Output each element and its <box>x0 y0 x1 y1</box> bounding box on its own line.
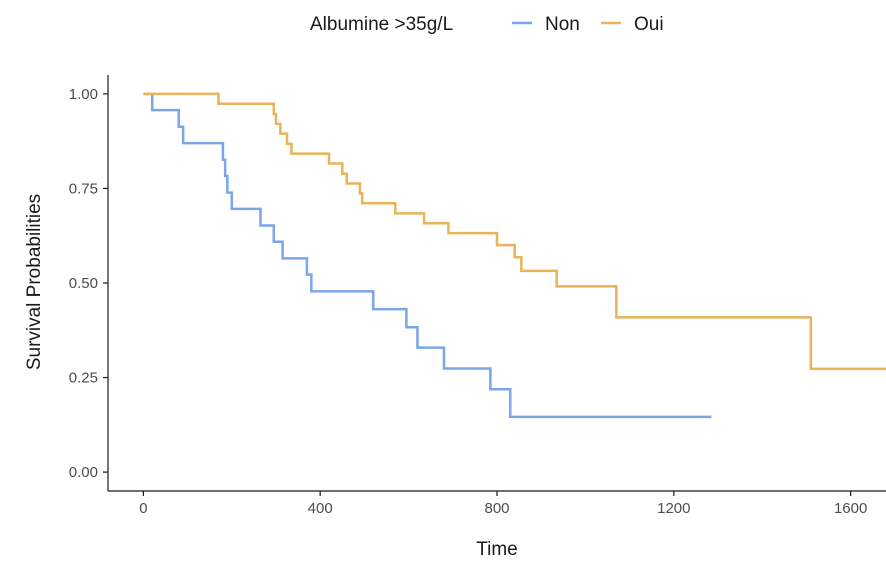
y-axis-title: Survival Probabilities <box>24 194 45 370</box>
y-tick-label: 0.75 <box>69 180 98 197</box>
survival-curves <box>143 92 886 419</box>
x-tick-label: 1600 <box>834 500 867 517</box>
y-axis-ticks: 0.00 0.25 0.50 0.75 1.00 <box>69 86 108 481</box>
x-tick-label: 800 <box>484 500 509 517</box>
legend-label-oui: Oui <box>634 14 664 35</box>
x-axis-title: Time <box>476 539 518 560</box>
legend: Albumine >35g/L Non Oui <box>310 14 664 35</box>
x-tick-label: 1200 <box>657 500 690 517</box>
y-tick-label: 0.00 <box>69 464 98 481</box>
survival-curve-non <box>143 92 712 419</box>
legend-label-non: Non <box>545 14 580 35</box>
x-tick-label: 400 <box>308 500 333 517</box>
y-tick-label: 1.00 <box>69 86 98 103</box>
x-tick-label: 0 <box>139 500 147 517</box>
y-tick-label: 0.50 <box>69 275 98 292</box>
legend-title: Albumine >35g/L <box>310 14 453 35</box>
survival-curve-oui <box>143 92 886 371</box>
x-axis-ticks: 0 400 800 1200 1600 <box>139 491 867 517</box>
y-tick-label: 0.25 <box>69 370 98 387</box>
